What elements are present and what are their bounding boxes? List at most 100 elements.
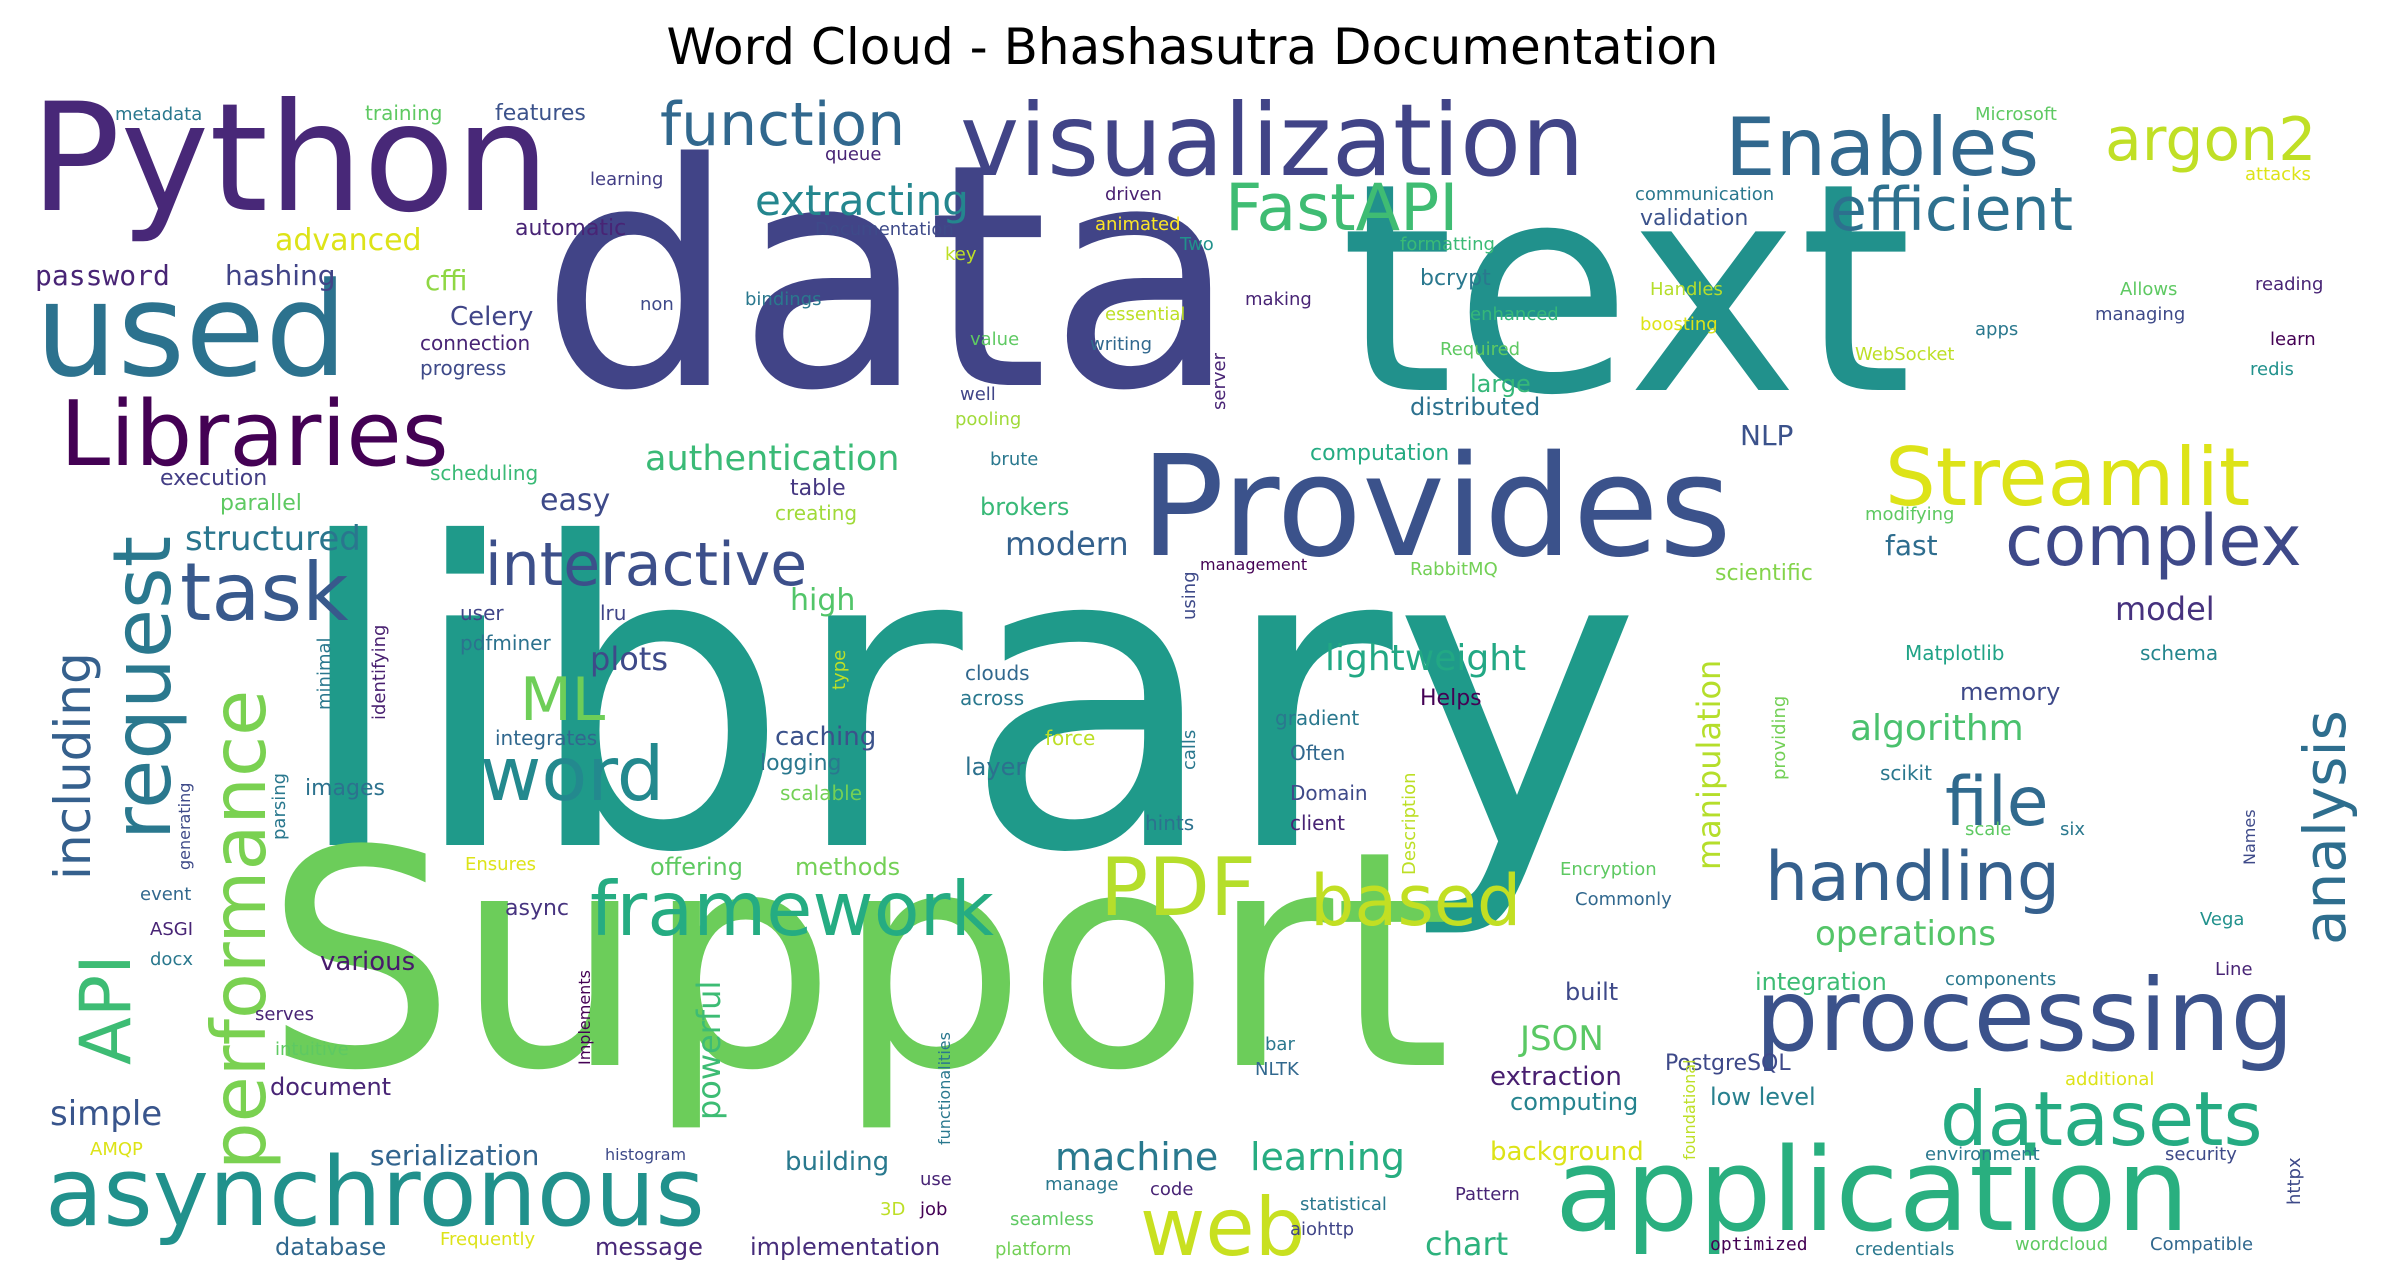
cloud-word: Provides [1140, 426, 1732, 589]
cloud-word: argon2 [2105, 105, 2316, 175]
cloud-word: schema [2140, 641, 2218, 665]
cloud-word: scikit [1880, 761, 1932, 785]
cloud-word: integration [1755, 968, 1887, 996]
cloud-word: automatic [515, 216, 626, 241]
cloud-word: key [945, 244, 977, 265]
cloud-word: algorithm [1850, 708, 2024, 749]
cloud-word: serves [255, 1004, 314, 1025]
cloud-word: visualization [960, 82, 1585, 199]
cloud-word: JSON [1518, 1019, 1604, 1059]
cloud-word: serialization [370, 1139, 539, 1172]
cloud-word: Often [1290, 741, 1345, 765]
cloud-word: job [919, 1199, 947, 1220]
cloud-word: httpx [2284, 1157, 2305, 1205]
cloud-word: methods [795, 853, 900, 881]
cloud-word: easy [540, 483, 610, 518]
cloud-word: well [960, 384, 996, 405]
cloud-word: complex [2005, 500, 2302, 582]
cloud-word: layer [965, 753, 1025, 781]
chart-title: Word Cloud - Bhashasutra Documentation [666, 18, 1719, 76]
cloud-word: model [2115, 590, 2215, 628]
cloud-word: computation [1310, 441, 1449, 466]
cloud-word: generating [175, 783, 194, 870]
cloud-word: including [44, 652, 102, 880]
cloud-word: text [1340, 122, 1912, 459]
cloud-word: library [290, 456, 1641, 945]
cloud-word: parsing [269, 773, 290, 840]
cloud-word: metadata [115, 104, 202, 125]
cloud-word: extraction [1490, 1062, 1622, 1092]
cloud-word: using [1179, 571, 1200, 620]
cloud-word: bindings [745, 289, 821, 310]
cloud-word: essential [1105, 304, 1185, 325]
cloud-word: making [1245, 289, 1312, 310]
cloud-word: progress [420, 356, 506, 380]
cloud-word: clouds [965, 661, 1030, 685]
cloud-word: built [1565, 978, 1618, 1006]
cloud-word: Helps [1420, 686, 1482, 711]
cloud-word: machine [1055, 1135, 1218, 1179]
cloud-word: PostgreSQL [1665, 1051, 1791, 1076]
cloud-word: managing [2095, 304, 2185, 325]
cloud-word: force [1045, 726, 1095, 750]
cloud-word: 3D [880, 1199, 905, 1220]
cloud-word: async [505, 896, 569, 921]
cloud-word: use [920, 1169, 952, 1190]
cloud-word: brokers [980, 493, 1069, 521]
cloud-word: handling [1765, 838, 2060, 917]
cloud-word: AMQP [90, 1139, 143, 1160]
cloud-word: ML [520, 665, 606, 735]
cloud-word: bar [1265, 1034, 1295, 1055]
cloud-word: animated [1095, 214, 1181, 235]
cloud-word: training [365, 101, 442, 125]
cloud-word: Names [2240, 809, 2259, 865]
cloud-word: environment [1925, 1144, 2040, 1165]
cloud-word: Domain [1290, 781, 1368, 805]
cloud-word: communication [1635, 184, 1774, 205]
cloud-word: credentials [1855, 1239, 1954, 1260]
cloud-word: Enables [1725, 101, 2039, 194]
cloud-word: table [790, 476, 846, 501]
cloud-word: scalable [780, 781, 862, 805]
cloud-word: Implements [575, 970, 594, 1065]
cloud-word: docx [150, 949, 193, 970]
cloud-word: modifying [1865, 504, 1954, 525]
cloud-word: high [790, 583, 855, 618]
cloud-word: chart [1425, 1225, 1508, 1263]
cloud-word: apps [1975, 319, 2018, 340]
cloud-word: RabbitMQ [1410, 559, 1498, 580]
cloud-word: writing [1090, 334, 1152, 355]
cloud-word: management [1200, 555, 1307, 574]
cloud-word: efficient [1830, 175, 2073, 245]
cloud-word: Ensures [465, 854, 536, 875]
cloud-word: memory [1960, 678, 2060, 706]
cloud-word: pooling [955, 409, 1021, 430]
cloud-word: client [1290, 811, 1345, 835]
cloud-word: cffi [425, 264, 467, 297]
cloud-word: based [1310, 860, 1521, 942]
cloud-word: bcrypt [1420, 266, 1491, 291]
cloud-word: integrates [495, 726, 597, 750]
cloud-word: formatting [1400, 234, 1495, 255]
cloud-word: file [1945, 763, 2049, 842]
cloud-word: boosting [1640, 314, 1718, 335]
cloud-word: aiohttp [1290, 1219, 1354, 1240]
cloud-word: Description [1399, 772, 1420, 875]
cloud-word: parallel [220, 491, 302, 516]
cloud-word: computing [1510, 1088, 1638, 1116]
cloud-word: lightweight [1325, 638, 1526, 679]
cloud-word: pdfminer [460, 631, 551, 655]
cloud-word: Two [1179, 234, 1214, 255]
cloud-word: histogram [605, 1145, 686, 1164]
cloud-word: Pattern [1455, 1184, 1520, 1205]
cloud-word: password [35, 259, 170, 292]
cloud-word: seamless [1010, 1209, 1094, 1230]
cloud-word: attacks [2245, 164, 2311, 185]
cloud-word: caching [775, 722, 876, 752]
cloud-word: wordcloud [2015, 1234, 2108, 1255]
cloud-word: Commonly [1575, 889, 1672, 910]
cloud-word: request [96, 536, 189, 840]
cloud-word: simple [50, 1094, 162, 1134]
cloud-word: features [495, 101, 586, 126]
